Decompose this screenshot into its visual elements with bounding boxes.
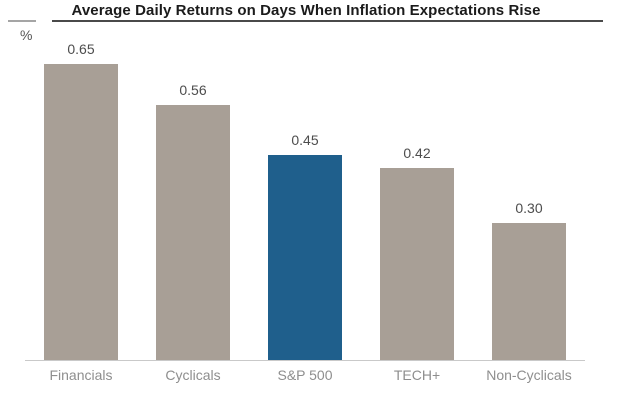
bar-value-label: 0.45 xyxy=(291,132,319,148)
bar-value-label: 0.42 xyxy=(403,145,431,161)
bar-financials xyxy=(44,64,118,360)
chart-title: Average Daily Returns on Days When Infla… xyxy=(71,2,541,19)
bar-value-label: 0.30 xyxy=(515,200,543,216)
bar-value-label: 0.65 xyxy=(67,41,95,57)
bar-value-label: 0.56 xyxy=(179,82,207,98)
x-axis-labels: Financials Cyclicals S&P 500 TECH+ Non-C… xyxy=(25,367,585,383)
bar-tech-plus xyxy=(380,168,454,360)
bar-group-tech-plus: 0.42 xyxy=(361,0,473,360)
bar-non-cyclicals xyxy=(492,223,566,360)
category-label-financials: Financials xyxy=(49,367,113,383)
category-label-cyclicals: Cyclicals xyxy=(165,367,221,383)
plot-area: 0.65 0.56 0.45 0.42 0.30 xyxy=(25,0,585,360)
bar-group-financials: 0.65 xyxy=(25,0,137,360)
category-label-sp500: S&P 500 xyxy=(277,367,333,383)
bar-cyclicals xyxy=(156,105,230,360)
title-underline xyxy=(52,20,603,22)
bar-group-cyclicals: 0.56 xyxy=(137,0,249,360)
bar-sp500 xyxy=(268,155,342,360)
category-label-non-cyclicals: Non-Cyclicals xyxy=(486,367,572,383)
x-axis-line xyxy=(25,360,585,361)
bar-group-non-cyclicals: 0.30 xyxy=(473,0,585,360)
axis-header-dash xyxy=(8,20,36,22)
category-label-tech-plus: TECH+ xyxy=(393,367,441,383)
y-axis-unit-label: % xyxy=(20,27,33,43)
bar-group-sp500: 0.45 xyxy=(249,0,361,360)
